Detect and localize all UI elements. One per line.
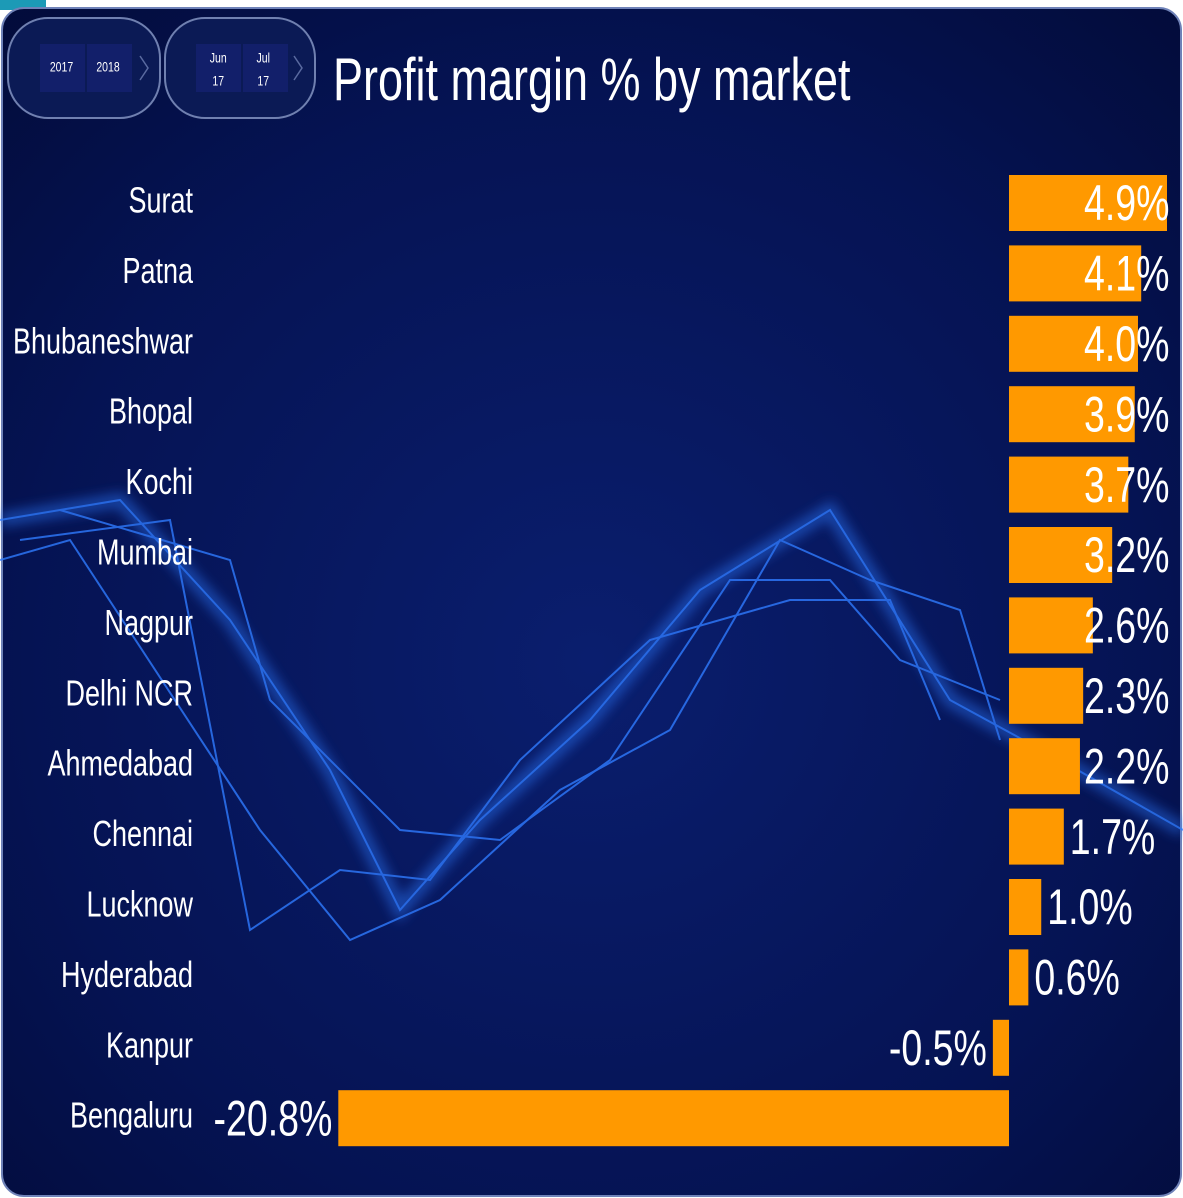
bar <box>1009 738 1080 795</box>
data-label: 2.2% <box>1084 739 1169 794</box>
slicer-button[interactable] <box>87 44 132 92</box>
category-label: Kochi <box>126 461 193 502</box>
chevron[interactable] <box>139 55 149 81</box>
data-label: 4.9% <box>1084 176 1169 231</box>
data-label: 1.7% <box>1070 810 1155 865</box>
bar <box>1009 245 1142 302</box>
category-label: Nagpur <box>105 602 194 643</box>
bar <box>1009 808 1064 865</box>
bar <box>1009 386 1135 443</box>
data-label: -0.5% <box>889 1021 987 1076</box>
chart-title: Profit margin % by market <box>333 47 851 114</box>
data-label: 3.9% <box>1084 387 1169 442</box>
slicer-button[interactable] <box>196 44 241 92</box>
bar <box>1009 879 1042 935</box>
slicer-label[interactable]: 17 <box>212 73 224 89</box>
category-label: Kanpur <box>106 1025 193 1066</box>
category-label: Delhi NCR <box>66 673 193 714</box>
slicer-month: Jun 17 Jul 17 <box>164 17 316 119</box>
bar <box>1009 949 1029 1006</box>
bar <box>1009 315 1138 372</box>
bar-chart: Surat 4.9% Patna 4.1% Bhubaneshwar 4.0% Bhopal… <box>13 175 1169 1147</box>
slicer-button[interactable] <box>40 44 85 92</box>
data-label: 4.1% <box>1084 246 1169 301</box>
category-label: Mumbai <box>97 532 193 573</box>
category-label: Hyderabad <box>61 954 193 995</box>
network-decoration <box>0 492 1183 942</box>
data-label: 4.0% <box>1084 317 1169 372</box>
data-label: 1.0% <box>1047 880 1132 935</box>
category-label: Patna <box>122 250 193 291</box>
data-label: 3.7% <box>1084 458 1169 513</box>
chevron[interactable] <box>293 55 303 81</box>
slicer-label[interactable]: Jul <box>257 50 270 66</box>
bar <box>1009 667 1084 724</box>
data-label: -20.8% <box>213 1091 332 1146</box>
data-label: 2.6% <box>1084 598 1169 653</box>
category-label: Surat <box>129 180 194 221</box>
bar <box>1009 175 1167 231</box>
corner-tab <box>0 0 46 10</box>
slicer-label[interactable]: Jun <box>210 50 227 66</box>
slicer-year: 2017 2018 <box>7 17 161 119</box>
data-label: 2.3% <box>1084 669 1169 724</box>
category-label: Lucknow <box>87 884 194 925</box>
bar <box>338 1090 1009 1147</box>
data-label: 0.6% <box>1034 950 1119 1005</box>
bar <box>1009 456 1129 513</box>
slicer-button[interactable] <box>243 44 288 92</box>
category-label: Bengaluru <box>70 1095 193 1136</box>
slicer-label[interactable]: 2017 <box>50 59 73 75</box>
data-label: 3.2% <box>1084 528 1169 583</box>
category-label: Ahmedabad <box>47 743 193 784</box>
category-label: Chennai <box>92 813 193 854</box>
slicer-label[interactable]: 2018 <box>96 59 119 75</box>
slicer-label[interactable]: 17 <box>257 73 269 89</box>
bar <box>1009 597 1093 654</box>
category-label: Bhopal <box>109 391 193 432</box>
bar <box>992 1019 1009 1076</box>
category-label: Bhubaneshwar <box>13 321 193 362</box>
bar <box>1009 527 1113 583</box>
